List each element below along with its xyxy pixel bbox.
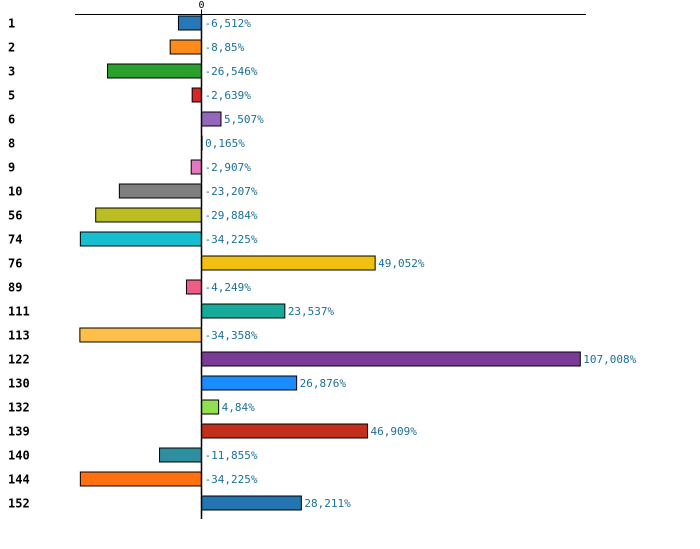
category-label: 5 xyxy=(8,89,15,103)
value-label: -4,249% xyxy=(205,281,252,294)
bar[interactable] xyxy=(159,447,202,463)
bar[interactable] xyxy=(79,471,202,487)
bar[interactable] xyxy=(201,111,222,127)
value-label: -11,855% xyxy=(205,449,258,462)
category-label: 89 xyxy=(8,281,22,295)
category-label: 132 xyxy=(8,401,30,415)
bar[interactable] xyxy=(185,279,203,295)
value-label: -23,207% xyxy=(205,185,258,198)
value-label: -34,225% xyxy=(205,473,258,486)
bar[interactable] xyxy=(201,495,302,511)
bar[interactable] xyxy=(79,231,202,247)
category-label: 139 xyxy=(8,425,30,439)
category-label: 76 xyxy=(8,257,22,271)
bar[interactable] xyxy=(169,39,203,55)
category-label: 1 xyxy=(8,17,15,31)
value-label: 26,876% xyxy=(300,377,347,390)
bar-rows: 1 -6,512% 2 -8,85% 3 -26,546% 5 -2,639% 6 5,507% 8… xyxy=(8,15,637,511)
category-label: 113 xyxy=(8,329,30,343)
value-label: -26,546% xyxy=(205,65,258,78)
bar[interactable] xyxy=(191,87,203,103)
bar[interactable] xyxy=(107,63,202,79)
category-label: 111 xyxy=(8,305,30,319)
bar[interactable] xyxy=(201,255,376,271)
value-label: 5,507% xyxy=(224,113,264,126)
category-label: 6 xyxy=(8,113,15,127)
value-label: -34,225% xyxy=(205,233,258,246)
bar[interactable] xyxy=(177,15,203,31)
category-label: 56 xyxy=(8,209,22,223)
bar[interactable] xyxy=(201,303,286,319)
value-label: -34,358% xyxy=(205,329,258,342)
zero-tick-label: 0 xyxy=(198,0,204,11)
value-label: -8,85% xyxy=(205,41,245,54)
value-label: 49,052% xyxy=(378,257,425,270)
category-label: 8 xyxy=(8,137,15,151)
value-label: -2,639% xyxy=(205,89,252,102)
category-label: 74 xyxy=(8,233,22,247)
value-label: 4,84% xyxy=(222,401,255,414)
bar[interactable] xyxy=(201,399,220,415)
bar[interactable] xyxy=(79,327,202,343)
bar[interactable] xyxy=(190,159,202,175)
value-label: 46,909% xyxy=(371,425,418,438)
category-label: 140 xyxy=(8,449,30,463)
category-label: 152 xyxy=(8,497,30,511)
bar[interactable] xyxy=(201,375,298,391)
category-label: 3 xyxy=(8,65,15,79)
value-label: 23,537% xyxy=(288,305,335,318)
value-label: 107,008% xyxy=(583,353,636,366)
value-label: 0,165% xyxy=(205,137,245,150)
value-label: -6,512% xyxy=(205,17,252,30)
category-label: 9 xyxy=(8,161,15,175)
bar[interactable] xyxy=(201,351,581,367)
value-label: 28,211% xyxy=(304,497,351,510)
category-label: 2 xyxy=(8,41,15,55)
value-label: -2,907% xyxy=(205,161,252,174)
category-label: 144 xyxy=(8,473,30,487)
category-label: 122 xyxy=(8,353,30,367)
bar[interactable] xyxy=(118,183,202,199)
bar[interactable] xyxy=(95,207,202,223)
category-label: 10 xyxy=(8,185,22,199)
category-label: 130 xyxy=(8,377,30,391)
value-label: -29,884% xyxy=(205,209,258,222)
bar[interactable] xyxy=(201,423,369,439)
